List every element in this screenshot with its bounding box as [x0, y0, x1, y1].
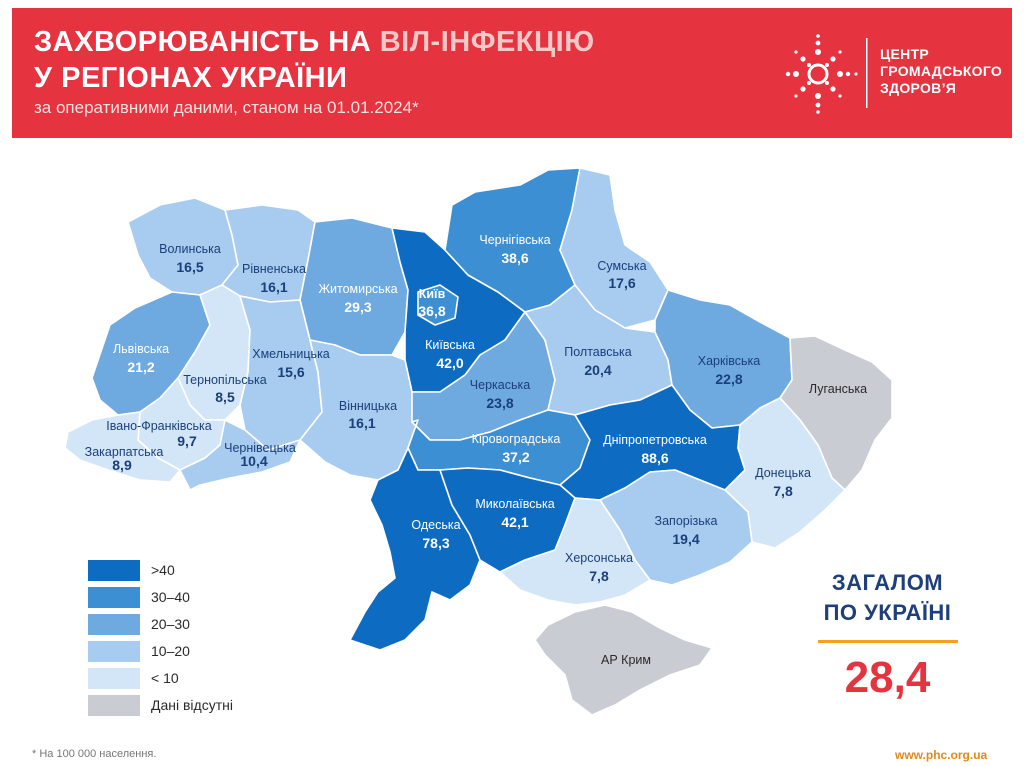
label-cherkasy-name: Черкаська: [470, 378, 530, 392]
total-divider: [817, 640, 958, 643]
phc-logo-text: ЦЕНТР ГРОМАДСЬКОГО ЗДОРОВ’Я: [880, 46, 1002, 97]
label-dnipro-name: Дніпропетровська: [603, 433, 707, 447]
logo-line-3: ЗДОРОВ’Я: [880, 80, 957, 96]
logo-line-2: ГРОМАДСЬКОГО: [880, 63, 1003, 79]
total-title-line-2: ПО УКРАЇНІ: [823, 600, 952, 625]
label-chernihiv-name: Чернігівська: [479, 233, 550, 247]
label-khmelnytskyi-name: Хмельницька: [252, 347, 330, 361]
legend-label: >40: [151, 562, 175, 578]
label-kherson-name: Херсонська: [565, 551, 633, 565]
label-lviv-value: 21,2: [127, 359, 154, 375]
label-vinnytsia-name: Вінницька: [339, 399, 397, 413]
label-zhytomyr-value: 29,3: [344, 299, 371, 315]
label-chernivtsi-value: 10,4: [240, 453, 267, 469]
region-crimea[interactable]: [534, 604, 713, 716]
footnote: * На 100 000 населення.: [32, 748, 157, 760]
label-zhytomyr-name: Житомирська: [318, 282, 397, 296]
legend-label: 30–40: [151, 589, 190, 605]
header-banner: ЗАХВОРЮВАНІСТЬ НА ВІЛ-ІНФЕКЦІЮ У РЕГІОНА…: [12, 8, 1012, 138]
label-zaporizhzhia-value: 19,4: [672, 531, 699, 547]
legend-swatch: [88, 668, 140, 689]
label-kyiv-city-value: 36,8: [418, 303, 445, 319]
region-kherson[interactable]: [499, 497, 651, 606]
label-crimea-name: АР Крим: [601, 653, 651, 667]
label-zakarpattia-value: 8,9: [112, 457, 132, 473]
region-kyiv-city[interactable]: [417, 284, 459, 326]
total-value: 28,4: [844, 653, 931, 702]
region-donetsk[interactable]: [724, 397, 846, 549]
legend-swatch: [88, 695, 140, 716]
label-chernivtsi-name: Чернівецька: [224, 441, 296, 455]
label-odesa-name: Одеська: [411, 518, 460, 532]
label-ternopil-name: Тернопільська: [183, 373, 267, 387]
label-poltava-value: 20,4: [584, 362, 611, 378]
legend-label: 10–20: [151, 643, 190, 659]
label-volyn-name: Волинська: [159, 242, 221, 256]
label-kharkiv-name: Харківська: [698, 354, 760, 368]
label-kyiv-city-name: Київ: [419, 287, 446, 301]
region-odesa[interactable]: [349, 447, 481, 651]
title-part-1: ЗАХВОРЮВАНІСТЬ НА: [34, 26, 380, 58]
legend-swatch: [88, 587, 140, 608]
title-highlight: ВІЛ-ІНФЕКЦІЮ: [379, 26, 595, 58]
label-mykolaiv-name: Миколаївська: [475, 497, 554, 511]
page-title: ЗАХВОРЮВАНІСТЬ НА ВІЛ-ІНФЕКЦІЮ У РЕГІОНА…: [34, 24, 595, 96]
phc-logo: ЦЕНТР ГРОМАДСЬКОГО ЗДОРОВ’Я: [782, 32, 1002, 114]
label-kherson-value: 7,8: [589, 568, 609, 584]
label-rivne-value: 16,1: [260, 279, 287, 295]
page-subtitle: за оперативними даними, станом на 01.01.…: [34, 98, 419, 117]
label-kirovohrad-name: Кіровоградська: [472, 432, 561, 446]
label-zakarpattia-name: Закарпатська: [85, 445, 164, 459]
label-volyn-value: 16,5: [176, 259, 203, 275]
legend-swatch: [88, 641, 140, 662]
label-rivne-name: Рівненська: [242, 262, 306, 276]
legend-label: < 10: [151, 670, 179, 686]
label-kyiv-oblast-value: 42,0: [436, 355, 463, 371]
label-sumy-name: Сумська: [597, 259, 646, 273]
label-sumy-value: 17,6: [608, 275, 635, 291]
phc-logo-icon: [785, 34, 868, 114]
label-ternopil-value: 8,5: [215, 389, 235, 405]
label-odesa-value: 78,3: [422, 535, 449, 551]
label-lviv-name: Львівська: [113, 342, 169, 356]
label-dnipro-value: 88,6: [641, 450, 668, 466]
total-title-line-1: ЗАГАЛОМ: [831, 570, 944, 595]
legend-swatch: [88, 614, 140, 635]
label-chernihiv-value: 38,6: [501, 250, 528, 266]
label-zaporizhzhia-name: Запорізька: [655, 514, 718, 528]
label-khmelnytskyi-value: 15,6: [277, 364, 304, 380]
legend-label: Дані відсутні: [151, 697, 233, 713]
logo-line-1: ЦЕНТР: [880, 46, 930, 62]
label-poltava-name: Полтавська: [564, 345, 631, 359]
label-vinnytsia-value: 16,1: [348, 415, 375, 431]
legend-swatch: [88, 560, 140, 581]
label-ivano-frankivsk-name: Івано-Франківська: [106, 419, 212, 433]
label-luhansk-name: Луганська: [809, 382, 867, 396]
label-donetsk-value: 7,8: [773, 483, 793, 499]
label-kyiv-oblast-name: Київська: [425, 338, 475, 352]
legend-label: 20–30: [151, 616, 190, 632]
title-line-2: У РЕГІОНАХ УКРАЇНИ: [34, 62, 348, 94]
region-labels: Волинська 16,5 Рівненська 16,1 Житомирсь…: [85, 233, 867, 667]
label-mykolaiv-value: 42,1: [501, 514, 528, 530]
ukraine-map: Волинська 16,5 Рівненська 16,1 Житомирсь…: [64, 167, 893, 716]
label-cherkasy-value: 23,8: [486, 395, 513, 411]
region-chernivtsi[interactable]: [179, 419, 301, 491]
label-kirovohrad-value: 37,2: [502, 449, 529, 465]
total-summary: ЗАГАЛОМ ПО УКРАЇНІ 28,4: [800, 568, 975, 703]
label-donetsk-name: Донецька: [755, 466, 811, 480]
label-ivano-frankivsk-value: 9,7: [177, 433, 197, 449]
label-kharkiv-value: 22,8: [715, 371, 742, 387]
website-link[interactable]: www.phc.org.ua: [895, 748, 988, 762]
